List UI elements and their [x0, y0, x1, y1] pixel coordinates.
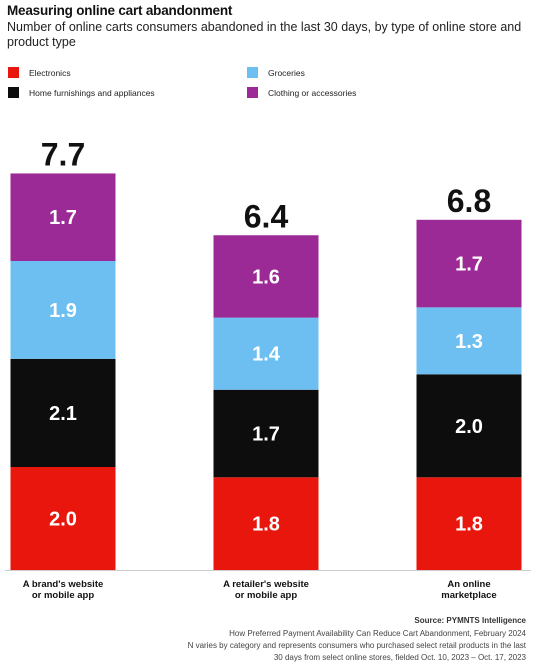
data-label-brand-groceries: 1.9 [49, 300, 77, 322]
bar-brand-groceries [10, 261, 116, 359]
data-label-marketplace-clothing: 1.7 [455, 254, 483, 276]
bar-brand-clothing [10, 173, 116, 261]
data-label-marketplace-home-furnishings: 2.0 [455, 416, 483, 438]
bar-marketplace-electronics [416, 477, 522, 570]
legend-label-home-furnishings: Home furnishings and appliances [29, 87, 155, 98]
bar-retailer-clothing [213, 235, 319, 318]
data-label-marketplace-electronics: 1.8 [455, 514, 483, 536]
chart-title: Measuring online cart abandonment [7, 3, 233, 18]
legend-item-home-furnishings: Home furnishings and appliances [8, 87, 155, 98]
data-label-retailer-clothing: 1.6 [252, 266, 280, 288]
footnote-line-2: N varies by category and represents cons… [187, 641, 526, 650]
data-label-retailer-electronics: 1.8 [252, 514, 280, 536]
legend-swatch-home-furnishings [8, 87, 19, 98]
footnote-line-3: 30 days from select online stores, field… [273, 653, 526, 662]
bar-marketplace-clothing [416, 219, 522, 308]
total-label-retailer: 6.4 [244, 198, 289, 234]
chart-subtitle: Number of online carts consumers abandon… [7, 20, 522, 49]
source-note: Source: PYMNTS Intelligence [414, 616, 526, 625]
bar-marketplace-groceries [416, 307, 522, 375]
legend-label-clothing: Clothing or accessories [268, 87, 357, 98]
data-label-marketplace-groceries: 1.3 [455, 331, 483, 353]
legend-item-groceries: Groceries [247, 67, 305, 78]
bar-brand-home-furnishings [10, 358, 116, 467]
legend-item-clothing: Clothing or accessories [247, 87, 356, 98]
bar-retailer-electronics [213, 477, 319, 570]
legend-label-electronics: Electronics [29, 67, 71, 78]
bar-marketplace-home-furnishings [416, 374, 522, 478]
data-label-brand-clothing: 1.7 [49, 207, 77, 229]
legend-swatch-clothing [247, 87, 258, 98]
data-label-retailer-groceries: 1.4 [252, 344, 281, 366]
legend-label-groceries: Groceries [268, 67, 305, 78]
data-label-brand-home-furnishings: 2.1 [49, 403, 77, 425]
data-label-brand-electronics: 2.0 [49, 509, 77, 531]
legend-item-electronics: Electronics [8, 67, 71, 78]
total-label-brand: 7.7 [41, 136, 85, 172]
legend-swatch-electronics [8, 67, 19, 78]
footnote-line-1: How Preferred Payment Availability Can R… [229, 629, 526, 638]
category-label-marketplace: An online marketplace [441, 579, 497, 601]
bar-retailer-groceries [213, 317, 319, 390]
total-label-marketplace: 6.8 [447, 183, 491, 219]
data-label-retailer-home-furnishings: 1.7 [252, 424, 280, 446]
bar-retailer-home-furnishings [213, 389, 319, 478]
bar-brand-electronics [10, 467, 116, 570]
legend-swatch-groceries [247, 67, 258, 78]
category-label-brand: A brand's website or mobile app [22, 579, 104, 601]
category-label-retailer: A retailer's website or mobile app [223, 579, 309, 601]
